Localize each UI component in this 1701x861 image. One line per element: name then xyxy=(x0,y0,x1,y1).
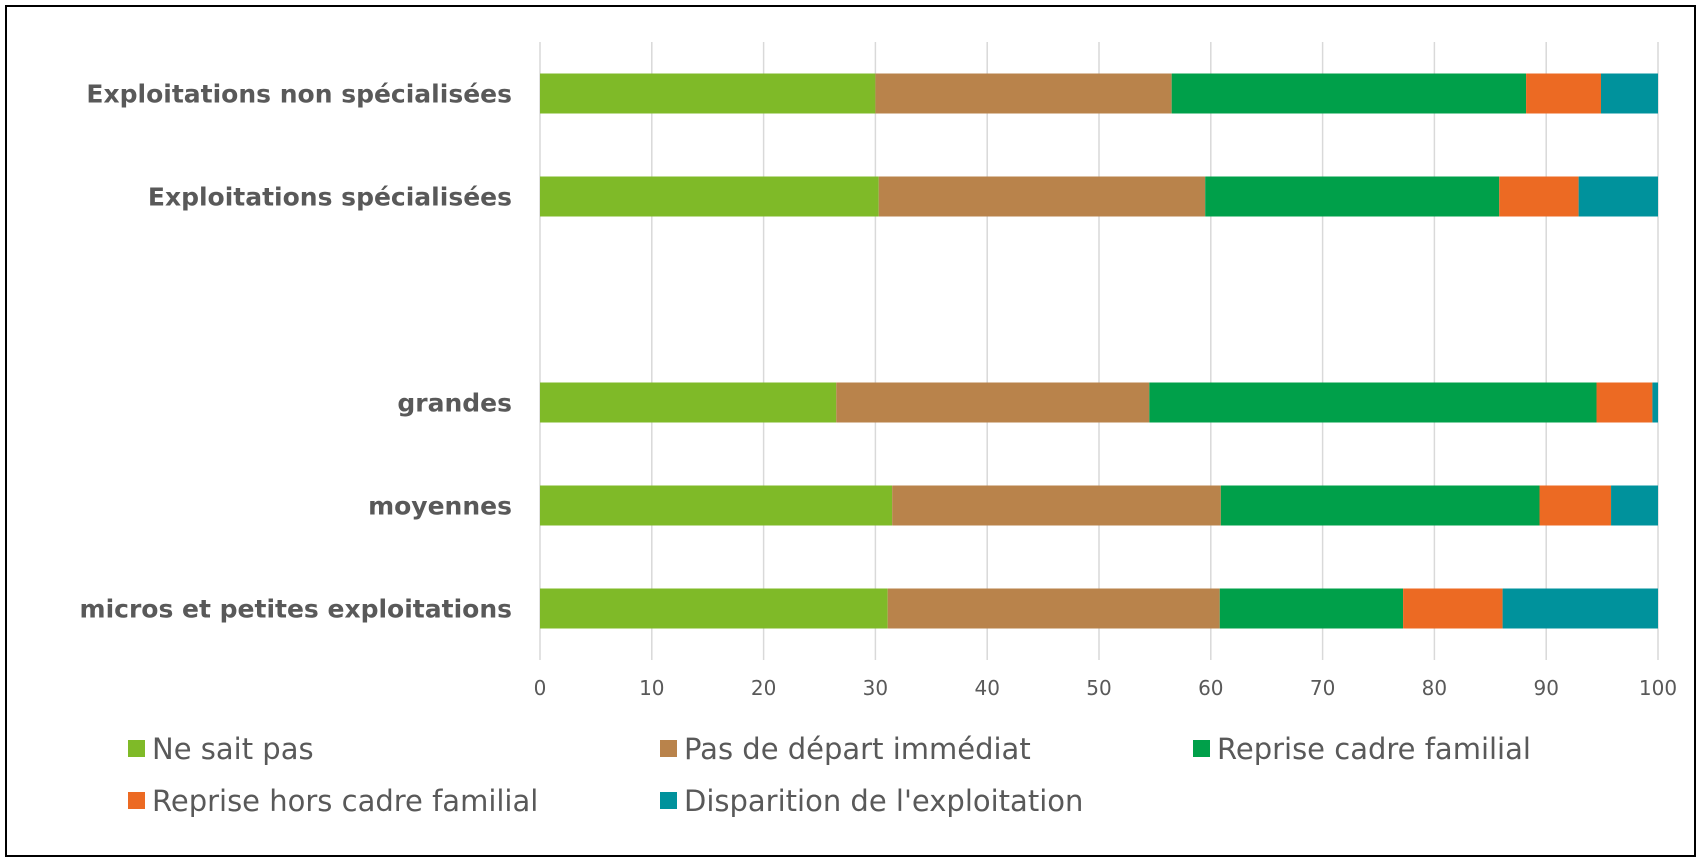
bar-segment xyxy=(540,382,837,423)
x-tick-label: 20 xyxy=(751,676,776,700)
bar-segment xyxy=(1219,588,1404,629)
bar-segment xyxy=(1600,73,1658,114)
bar-segment xyxy=(540,588,888,629)
bar-segment xyxy=(1403,588,1503,629)
x-tick-label: 0 xyxy=(534,676,547,700)
legend-swatch xyxy=(128,792,145,809)
bar-segment xyxy=(1526,73,1601,114)
legend-label: Ne sait pas xyxy=(152,732,314,766)
bar-segment xyxy=(1611,485,1658,526)
x-tick-label: 90 xyxy=(1533,676,1558,700)
x-tick-label: 70 xyxy=(1310,676,1335,700)
gridlines xyxy=(539,42,1659,660)
legend-swatch xyxy=(660,740,677,757)
legend-swatch xyxy=(1193,740,1210,757)
legend: Ne sait pas Pas de départ immédiat Reprise… xyxy=(128,732,1531,818)
legend-label: Reprise cadre familial xyxy=(1217,732,1531,766)
x-tick-label: 60 xyxy=(1198,676,1223,700)
x-tick-label: 30 xyxy=(863,676,888,700)
legend-swatch xyxy=(660,792,677,809)
legend-swatch xyxy=(128,740,145,757)
bar-segment xyxy=(875,73,1172,114)
bar-segment xyxy=(1652,382,1658,423)
bar-segment xyxy=(892,485,1221,526)
chart-border xyxy=(5,5,1696,857)
bar-segment xyxy=(878,176,1206,217)
bar-segment xyxy=(1596,382,1653,423)
bar-segment xyxy=(540,485,893,526)
category-labels: Exploitations non spécialisées Exploitati… xyxy=(80,80,512,624)
bar-segment xyxy=(1220,485,1540,526)
bar-segment xyxy=(1149,382,1597,423)
bar-segment xyxy=(887,588,1220,629)
bar-segment xyxy=(1205,176,1500,217)
bar-area xyxy=(540,73,1658,629)
legend-label: Disparition de l'exploitation xyxy=(684,784,1083,818)
bar-segment xyxy=(1171,73,1527,114)
category-label: moyennes xyxy=(368,492,512,521)
bar-segment xyxy=(540,176,879,217)
x-tick-label: 40 xyxy=(974,676,999,700)
bar-segment xyxy=(1502,588,1658,629)
bar-segment xyxy=(540,73,876,114)
category-label: grandes xyxy=(397,389,512,418)
category-label: micros et petites exploitations xyxy=(80,595,512,624)
bar-segment xyxy=(836,382,1150,423)
x-axis-ticks: 0 10 20 30 40 50 60 70 80 90 100 xyxy=(534,676,1677,700)
x-tick-label: 100 xyxy=(1639,676,1677,700)
category-label: Exploitations non spécialisées xyxy=(86,80,512,109)
bar-segment xyxy=(1499,176,1579,217)
legend-label: Reprise hors cadre familial xyxy=(152,784,538,818)
x-tick-label: 50 xyxy=(1086,676,1111,700)
category-label: Exploitations spécialisées xyxy=(148,183,512,212)
bar-segment xyxy=(1578,176,1658,217)
legend-label: Pas de départ immédiat xyxy=(684,732,1031,766)
x-tick-label: 10 xyxy=(639,676,664,700)
bar-segment xyxy=(1539,485,1612,526)
x-tick-label: 80 xyxy=(1422,676,1447,700)
